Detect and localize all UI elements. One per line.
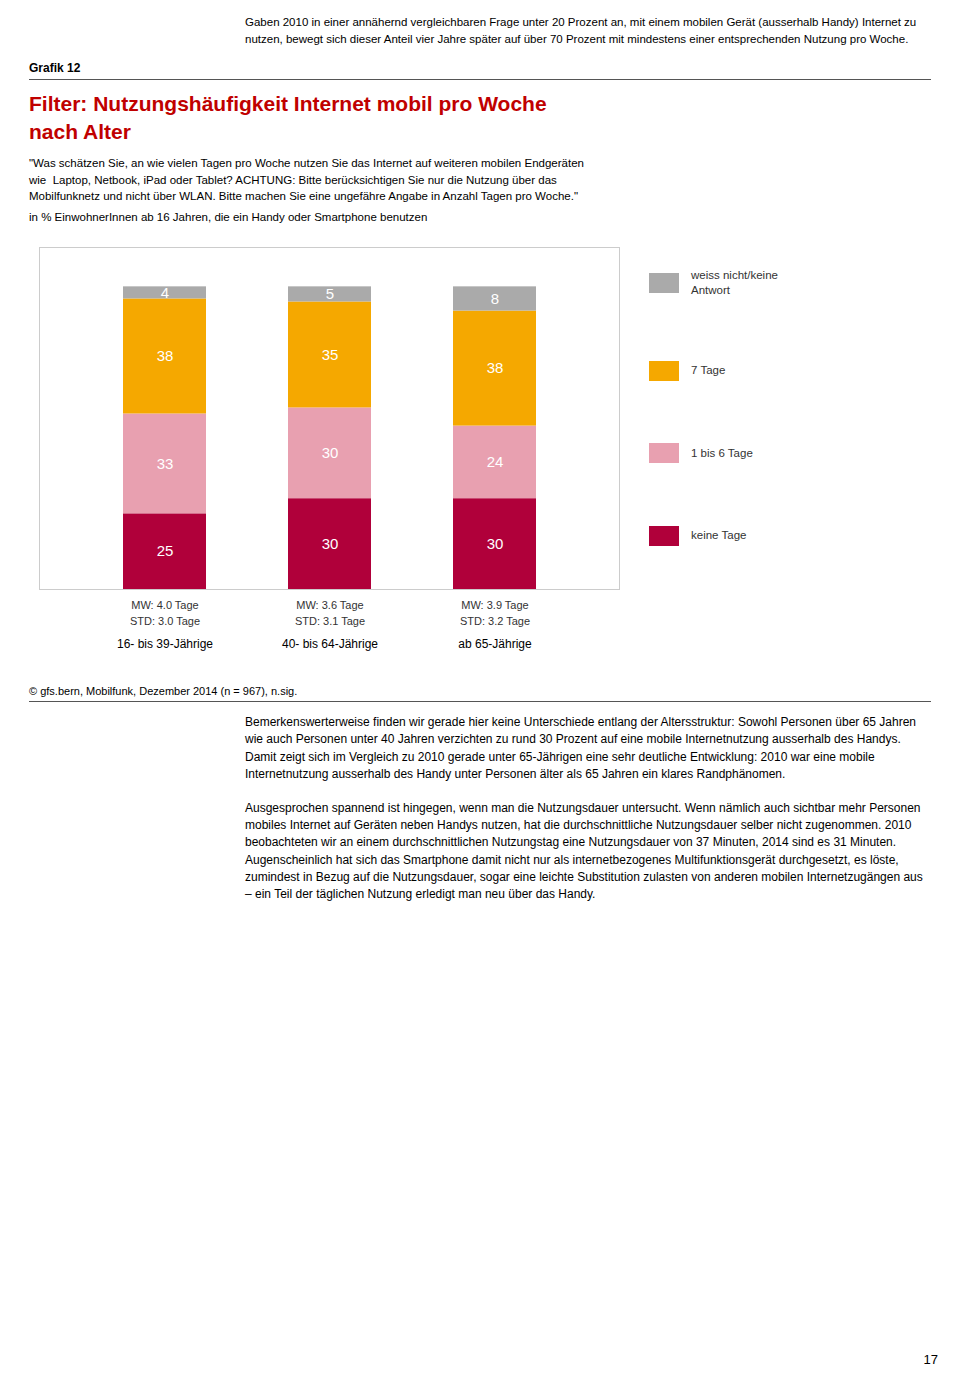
html-text:Filter: Nutzungshäufigkeit Int: Filter: Nutzungshäufigkeit Internet mobi… (29, 92, 547, 143)
svg-text:24: 24 (487, 453, 504, 470)
svg-text:STD: 3.1 Tage: STD: 3.1 Tage (295, 615, 365, 627)
html-text:1 bis 6 Tage: 1 bis 6 Tage (691, 446, 753, 459)
html-text:7 Tage: 7 Tage (691, 364, 726, 377)
html-text:17: 17 (923, 1352, 938, 1367)
svg-text:30: 30 (322, 535, 339, 552)
svg-text:STD: 3.2 Tage: STD: 3.2 Tage (460, 615, 530, 627)
svg-text:MW: 3.6 Tage: MW: 3.6 Tage (296, 599, 363, 611)
svg-text:38: 38 (487, 359, 504, 376)
svg-text:35: 35 (322, 346, 339, 363)
svg-text:38: 38 (157, 347, 174, 364)
html-text:Ausgesprochen spannend ist hin: Ausgesprochen spannend ist hingegen, wen… (245, 800, 923, 902)
html-text:weiss nicht/keine Antwort: weiss nicht/keine Antwort (691, 269, 778, 297)
html-text:keine Tage: keine Tage (691, 529, 747, 542)
svg-text:4: 4 (161, 284, 169, 301)
html-text:in % EinwohnerInnen ab 16 Jahr: in % EinwohnerInnen ab 16 Jahren, die ei… (29, 211, 428, 223)
svg-text:30: 30 (322, 444, 339, 461)
svg-text:30: 30 (487, 535, 504, 552)
svg-text:MW: 3.9 Tage: MW: 3.9 Tage (461, 599, 528, 611)
svg-text:40- bis 64-Jährige: 40- bis 64-Jährige (282, 637, 378, 651)
html-text:"Was schätzen Sie, an wie viel: "Was schätzen Sie, an wie vielen Tagen p… (29, 156, 584, 203)
svg-text:16- bis 39-Jährige: 16- bis 39-Jährige (117, 637, 213, 651)
html-text:© gfs.bern, Mobilfunk, Dezembe: © gfs.bern, Mobilfunk, Dezember 2014 (n … (29, 685, 298, 697)
html-text:Gaben 2010 in einer annähernd: Gaben 2010 in einer annähernd vergleichb… (245, 16, 917, 45)
svg-text:MW: 4.0 Tage: MW: 4.0 Tage (131, 599, 198, 611)
html-text:Bemerkenswerterweise finden wi: Bemerkenswerterweise finden wir gerade h… (245, 715, 916, 782)
svg-text:33: 33 (157, 455, 174, 472)
svg-text:8: 8 (491, 290, 499, 307)
html-text:Grafik 12: Grafik 12 (29, 61, 81, 76)
svg-text:25: 25 (157, 542, 174, 559)
svg-text:5: 5 (326, 285, 334, 302)
svg-text:ab 65-Jährige: ab 65-Jährige (458, 637, 532, 651)
svg-text:STD: 3.0 Tage: STD: 3.0 Tage (130, 615, 200, 627)
